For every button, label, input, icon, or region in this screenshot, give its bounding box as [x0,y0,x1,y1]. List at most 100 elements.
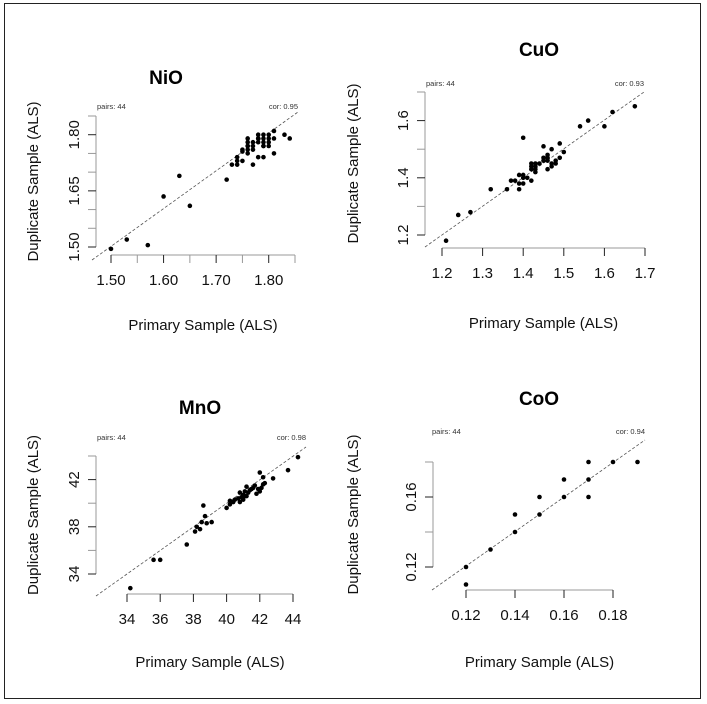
data-point [561,149,567,155]
x-tick-label: 40 [218,611,235,628]
data-point [255,136,261,141]
data-point [508,178,514,183]
x-tick-label: 1.2 [432,265,453,282]
data-point [234,154,240,160]
panel-coo: CoO pairs: 44 cor: 0.94 0.12 0.14 0.16 0.18 0.1… [345,389,646,671]
data-point [237,499,243,505]
data-point [561,477,567,482]
data-point [537,512,542,517]
x-axis-label: Primary Sample (ALS) [469,315,618,332]
x-tick-label: 1.4 [513,265,534,282]
data-point [610,459,616,465]
data-point [227,502,233,507]
data-point [108,246,114,252]
x-tick-label: 0.12 [451,607,480,624]
x-tick-label: 0.14 [500,607,529,624]
data-point [524,175,530,181]
data-point [244,493,249,499]
y-tick-label: 0.16 [403,482,420,511]
panel-nio: NiO pairs: 44 cor: 0.95 1.50 1.60 1.70 1.80 1.5… [25,68,299,334]
pairs-annotation: pairs: 44 [426,79,455,88]
data-point [261,132,266,138]
data-point [177,173,182,179]
y-axis-label: Duplicate Sample (ALS) [345,83,362,243]
data-point [533,169,538,175]
data-point [201,503,206,508]
data-point [192,529,198,534]
x-tick-label: 44 [285,611,302,628]
x-tick-label: 1.50 [96,272,125,289]
data-point [266,132,272,138]
data-point [250,162,256,167]
data-point [250,143,256,149]
x-axis-label: Primary Sample (ALS) [465,654,614,671]
data-point [537,494,542,500]
x-tick-label: 0.16 [549,607,578,624]
data-point [224,177,229,182]
data-point [488,547,493,552]
chart-title: MnO [179,398,221,419]
x-axis-label: Primary Sample (ALS) [128,317,277,334]
x-tick-label: 1.60 [149,272,178,289]
data-point [255,154,261,160]
correlation-annotation: cor: 0.95 [269,102,298,111]
correlation-annotation: cor: 0.98 [277,433,306,442]
data-point [194,524,200,530]
data-point [184,542,190,547]
x-tick-label: 36 [152,611,169,628]
data-point [287,136,293,141]
pairs-annotation: pairs: 44 [97,433,126,442]
x-tick-label: 38 [185,611,202,628]
data-point [586,477,591,482]
chart-title: CuO [519,40,559,61]
data-point [124,237,130,242]
data-point [240,158,245,164]
data-point [516,172,522,178]
data-point [561,494,567,500]
data-point [632,104,638,109]
data-point [145,242,151,248]
pairs-annotation: pairs: 44 [432,427,461,436]
y-tick-label: 1.50 [66,232,83,261]
data-point [557,155,563,161]
data-point [537,161,542,166]
data-point [602,124,607,129]
data-point [512,512,518,517]
data-point [245,136,250,141]
data-point [443,238,449,244]
data-point [224,505,229,511]
data-point [245,151,250,156]
data-point [255,132,261,138]
data-point [250,139,256,145]
y-axis-label: Duplicate Sample (ALS) [345,434,362,594]
data-point [202,513,208,519]
data-point [545,166,550,172]
data-point [266,136,272,141]
data-point [271,128,277,134]
data-point [635,459,640,465]
data-point [463,582,469,587]
data-point [516,186,522,192]
data-point [463,564,469,570]
data-point [245,139,250,145]
data-point [257,489,263,494]
data-point [512,529,518,535]
data-point [229,162,235,167]
figure-frame [4,3,701,699]
y-tick-label: 34 [66,566,83,583]
data-point [520,181,526,186]
data-point [245,147,250,152]
chart-title: NiO [149,68,183,89]
data-point [516,181,522,186]
data-point [586,494,591,500]
data-point [266,143,272,149]
data-point [261,154,266,160]
data-point [187,203,193,209]
data-point [266,139,272,145]
y-tick-label: 1.6 [395,110,412,131]
data-point [204,520,209,526]
data-point [254,491,259,497]
data-point [586,459,591,465]
x-tick-label: 1.80 [254,272,283,289]
data-point [488,186,494,192]
